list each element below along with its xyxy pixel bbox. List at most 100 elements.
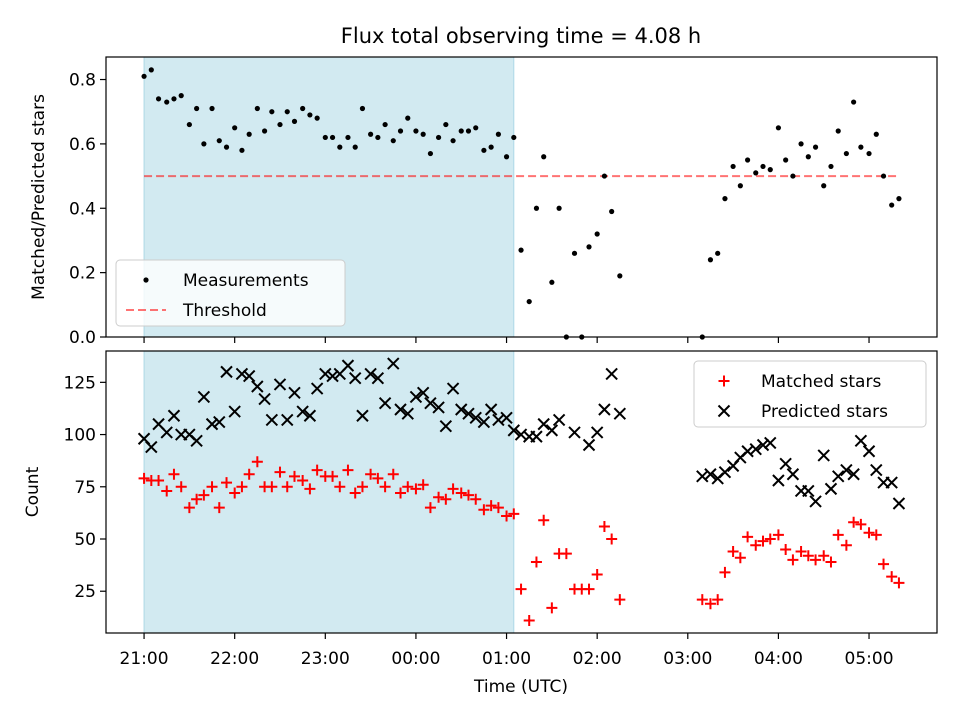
data-point [352, 144, 358, 150]
data-point [583, 583, 595, 595]
data-point [186, 121, 192, 128]
data-point [155, 96, 162, 102]
data-point [560, 548, 572, 560]
data-point [478, 504, 490, 516]
data-point [221, 477, 233, 489]
data-point [190, 434, 203, 448]
data-point [889, 202, 895, 208]
data-point [750, 539, 762, 551]
data-point [772, 529, 784, 541]
y-tick-label: 125 [64, 373, 96, 393]
y-tick-label: 0.6 [69, 135, 96, 155]
data-point [760, 163, 766, 170]
data-point [239, 147, 245, 153]
data-point [485, 500, 497, 512]
data-point [840, 539, 852, 551]
data-point [614, 594, 626, 606]
data-point [160, 426, 173, 439]
legend-label: Matched stars [761, 372, 881, 392]
data-point [213, 502, 225, 514]
data-point [598, 520, 610, 532]
data-point [254, 105, 260, 112]
data-point [598, 403, 611, 416]
data-point [378, 397, 392, 410]
data-point [310, 382, 324, 395]
data-point [477, 415, 491, 429]
data-point [757, 535, 769, 547]
data-point [372, 472, 384, 484]
data-point [296, 405, 309, 418]
x-tick-label: 22:00 [210, 649, 259, 669]
data-point [326, 369, 339, 383]
data-point [394, 403, 407, 416]
data-point [288, 386, 301, 399]
data-point [606, 533, 618, 545]
data-point [734, 552, 746, 564]
data-point [779, 457, 792, 471]
data-point [161, 485, 173, 497]
data-point [481, 147, 487, 153]
data-point [722, 196, 728, 202]
data-point [805, 154, 811, 160]
data-point [601, 173, 608, 179]
data-point [364, 367, 377, 381]
data-point [322, 134, 328, 141]
data-point [216, 138, 222, 144]
data-point [854, 434, 868, 448]
data-point [194, 105, 200, 112]
ratio-panel: 0.0 0.2 0.4 0.6 0.8 Matched/Predicted stars Me… [29, 56, 938, 348]
data-point [382, 121, 388, 128]
data-point [236, 481, 248, 493]
data-point [718, 465, 732, 479]
data-point [828, 163, 834, 170]
data-point [767, 167, 773, 173]
data-point [266, 481, 278, 493]
data-point [507, 424, 521, 437]
data-point [582, 438, 596, 452]
data-point [892, 497, 906, 510]
data-point [416, 386, 430, 399]
data-point [546, 602, 558, 614]
data-point [530, 556, 542, 568]
data-point [440, 493, 452, 505]
data-point [379, 481, 391, 493]
data-point [319, 367, 332, 381]
data-point [518, 247, 524, 253]
x-tick-label: 05:00 [845, 649, 894, 669]
data-point [745, 157, 751, 163]
data-point [712, 594, 724, 606]
data-point [764, 533, 776, 545]
legend-box [693, 360, 927, 428]
data-point [145, 440, 158, 454]
data-point [274, 466, 286, 478]
data-point [832, 470, 845, 483]
data-point [277, 121, 283, 128]
y-tick-label: 25 [74, 582, 96, 602]
data-point [848, 516, 860, 528]
data-point [866, 150, 872, 157]
x-tick-label: 01:00 [482, 649, 531, 669]
data-point [228, 405, 241, 418]
data-point [862, 445, 876, 458]
data-point [817, 449, 830, 462]
data-point [191, 493, 203, 505]
data-point [164, 99, 170, 105]
data-point [443, 121, 449, 128]
data-point [432, 401, 445, 414]
data-point [613, 407, 627, 420]
data-point [284, 109, 290, 115]
data-point [141, 73, 147, 79]
data-point [818, 550, 830, 562]
x-tick-label: 00:00 [391, 649, 440, 669]
data-point [235, 367, 249, 381]
data-point [291, 118, 298, 124]
x-tick-label: 23:00 [301, 649, 350, 669]
data-point [273, 378, 287, 391]
x-tick-label: 02:00 [573, 649, 622, 669]
data-point [209, 105, 215, 112]
data-point [420, 131, 426, 137]
data-point [780, 543, 792, 555]
data-point [303, 409, 317, 422]
data-point [586, 244, 592, 250]
x-axis-label: Time (UTC) [473, 677, 568, 697]
